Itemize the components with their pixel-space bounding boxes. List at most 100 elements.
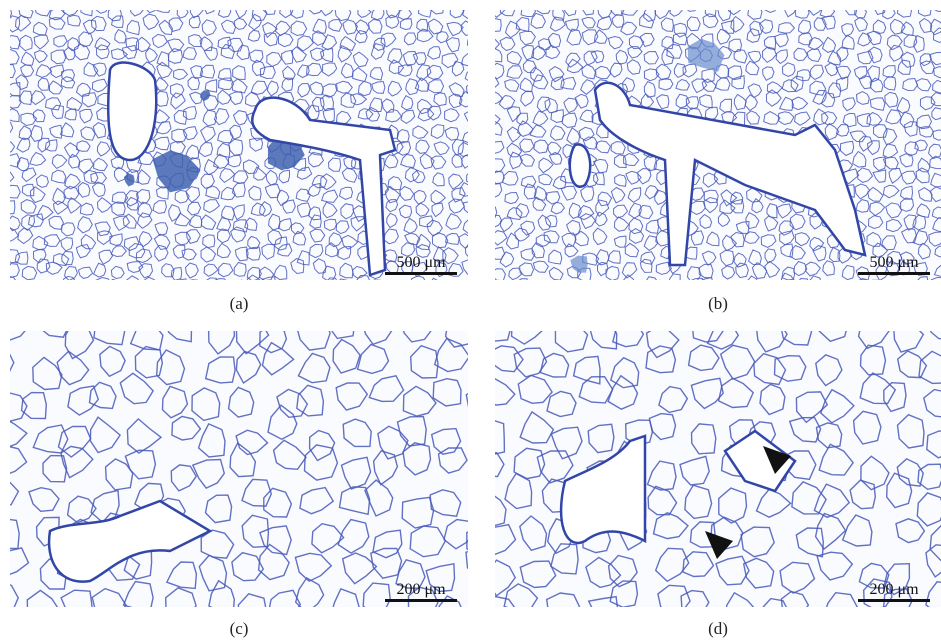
micrograph: 500 μm: [495, 10, 941, 280]
alveolus: [368, 375, 405, 403]
alveolus: [538, 173, 553, 186]
tissue: [123, 173, 135, 187]
alveolus: [207, 331, 236, 355]
alveolus: [793, 47, 808, 62]
alveolus: [613, 235, 627, 248]
alveolus: [550, 109, 565, 124]
alveolus: [36, 258, 51, 274]
alveolus: [431, 202, 444, 218]
alveolus: [135, 188, 151, 205]
alveolus: [272, 439, 307, 471]
alveolus: [882, 10, 896, 20]
alveolus: [136, 168, 151, 185]
alveolus: [691, 230, 705, 246]
alveolus: [306, 62, 323, 77]
alveolus: [202, 234, 216, 249]
alveolus: [926, 430, 941, 459]
alveolus: [384, 185, 401, 204]
alveolus: [719, 344, 756, 380]
alveolus: [465, 84, 468, 94]
alveolus: [152, 200, 167, 214]
alveolus: [885, 109, 902, 125]
alveolus: [661, 35, 674, 50]
alveolus: [918, 126, 935, 138]
alveolus: [595, 65, 612, 80]
alveolus: [334, 10, 352, 22]
alveolus: [321, 34, 338, 51]
alveolus: [402, 385, 437, 417]
alveolus: [341, 167, 358, 183]
alveolus: [760, 234, 777, 249]
alveolus: [297, 352, 331, 384]
alveolus: [10, 518, 20, 550]
micrograph: 200 μm: [495, 331, 941, 607]
alveolus: [297, 83, 311, 98]
alveolus: [668, 273, 681, 280]
alveolus: [690, 423, 717, 455]
alveolus: [637, 167, 652, 185]
alveolus: [856, 112, 872, 127]
alveolus: [845, 10, 858, 16]
alveolus: [357, 80, 372, 97]
alveolus: [281, 199, 296, 214]
alveolus: [517, 120, 534, 137]
alveolus: [77, 181, 91, 198]
alveolus: [548, 249, 563, 265]
alveolus: [916, 492, 941, 527]
alveolus: [290, 258, 305, 275]
alveolus: [217, 10, 232, 18]
alveolus: [246, 266, 262, 280]
alveolus: [49, 80, 64, 95]
alveolus: [778, 220, 795, 236]
alveolus: [75, 82, 91, 97]
alveolus: [499, 10, 516, 17]
alveolus: [80, 233, 97, 250]
alveolus: [61, 222, 76, 237]
panel-label: (c): [229, 619, 249, 638]
alveolus: [368, 97, 383, 112]
alveolus: [537, 38, 552, 51]
alveolus: [199, 36, 213, 52]
alveolus: [307, 182, 321, 197]
alveolus: [128, 242, 146, 259]
alveolus: [506, 126, 522, 143]
alveolus: [919, 96, 936, 111]
alveolus: [10, 392, 28, 422]
alveolus: [76, 140, 91, 152]
alveolus: [609, 62, 623, 78]
alveolus: [624, 419, 654, 447]
alveolus: [747, 275, 758, 280]
alveolus: [220, 43, 235, 59]
alveolus: [903, 121, 918, 137]
alveolus: [548, 151, 563, 165]
alveolus: [415, 244, 431, 258]
alveolus: [432, 246, 447, 263]
alveolus: [647, 485, 678, 516]
alveolus: [704, 10, 717, 18]
alveolus: [32, 109, 46, 123]
alveolus: [720, 189, 738, 207]
alveolus: [189, 10, 204, 19]
alveolus: [444, 108, 460, 123]
alveolus: [595, 211, 608, 227]
alveolus: [719, 249, 735, 267]
alveolus: [933, 265, 941, 277]
alveolus: [20, 112, 38, 127]
alveolus: [411, 169, 426, 184]
alveolus: [595, 199, 610, 218]
alveolus: [21, 167, 37, 183]
alveolus: [639, 32, 655, 48]
alveolus: [495, 158, 506, 173]
alveolus: [236, 44, 250, 61]
alveolus: [339, 262, 354, 279]
alveolus: [104, 458, 134, 491]
alveolus: [266, 80, 279, 97]
alveolus: [36, 204, 54, 221]
alveolus: [495, 230, 508, 246]
alveolus: [518, 278, 528, 280]
alveolus: [495, 18, 502, 32]
alveolus: [398, 204, 413, 219]
alveolus: [577, 205, 595, 221]
alveolus: [609, 580, 639, 607]
alveolus: [89, 416, 122, 454]
